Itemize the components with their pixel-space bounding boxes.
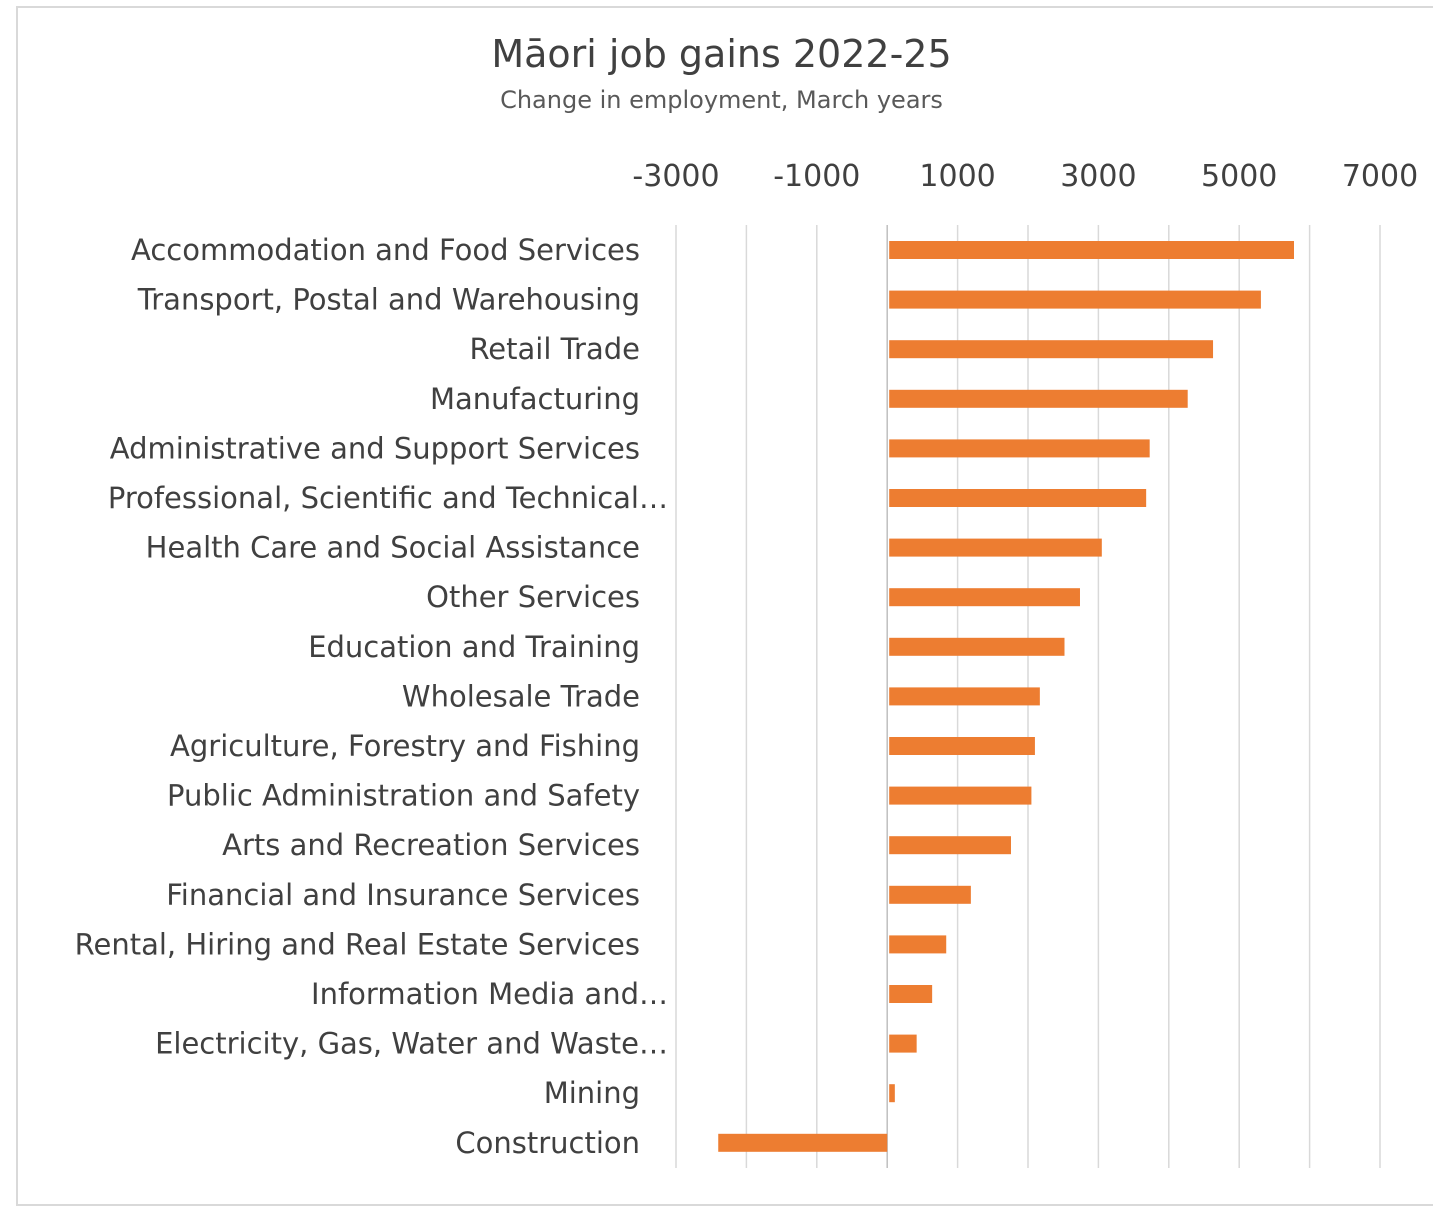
category-label: Electricity, Gas, Water and Waste…: [155, 1027, 668, 1061]
category-label: Education and Training: [308, 630, 640, 664]
category-label: Rental, Hiring and Real Estate Services: [75, 927, 640, 961]
x-tick-label: 5000: [1201, 159, 1277, 194]
category-label: Manufacturing: [430, 382, 640, 416]
category-label: Public Administration and Safety: [167, 779, 640, 813]
category-label: Transport, Postal and Warehousing: [137, 283, 640, 317]
bar: [889, 241, 1294, 259]
bar: [889, 588, 1080, 607]
x-tick-label: 7000: [1342, 159, 1418, 194]
chart-title: Māori job gains 2022-25: [491, 32, 952, 76]
bar: [889, 935, 947, 954]
chart-subtitle: Change in employment, March years: [500, 86, 943, 114]
bar: [889, 439, 1150, 458]
category-label: Wholesale Trade: [402, 679, 640, 713]
category-label: Accommodation and Food Services: [131, 233, 640, 267]
bar: [889, 836, 1011, 855]
category-label: Information Media and…: [311, 977, 668, 1011]
bars: [718, 241, 1294, 1152]
category-label: Agriculture, Forestry and Fishing: [170, 729, 640, 763]
category-label: Other Services: [426, 580, 640, 614]
bar: [889, 637, 1065, 656]
x-tick-label: 3000: [1060, 159, 1136, 194]
bar: [718, 1133, 888, 1152]
bar: [889, 389, 1188, 408]
bar: [889, 1084, 895, 1103]
bar: [889, 737, 1035, 755]
bar: [889, 489, 1147, 507]
bar: [889, 985, 933, 1003]
category-label: Financial and Insurance Services: [166, 878, 640, 912]
bar: [889, 538, 1102, 557]
x-tick-label: 1000: [919, 159, 995, 194]
category-label: Mining: [544, 1076, 640, 1110]
x-axis-ticks: -3000 -1000 1000 3000 5000 7000: [632, 159, 1418, 194]
category-label: Administrative and Support Services: [110, 431, 640, 465]
category-label: Health Care and Social Assistance: [146, 531, 640, 565]
x-tick-label: -1000: [773, 159, 860, 194]
category-labels: Accommodation and Food Services Transport…: [75, 233, 668, 1160]
x-tick-label: -3000: [632, 159, 719, 194]
category-label: Arts and Recreation Services: [222, 828, 640, 862]
bar: [889, 786, 1032, 805]
bar: [889, 340, 1214, 359]
bar: [889, 687, 1040, 706]
category-label: Retail Trade: [469, 332, 640, 366]
chart-frame: [16, 6, 1433, 1206]
bar: [889, 290, 1261, 309]
bar: [889, 1034, 917, 1053]
category-label: Construction: [455, 1126, 640, 1160]
category-label: Professional, Scientific and Technical…: [108, 481, 668, 515]
bar: [889, 885, 971, 904]
